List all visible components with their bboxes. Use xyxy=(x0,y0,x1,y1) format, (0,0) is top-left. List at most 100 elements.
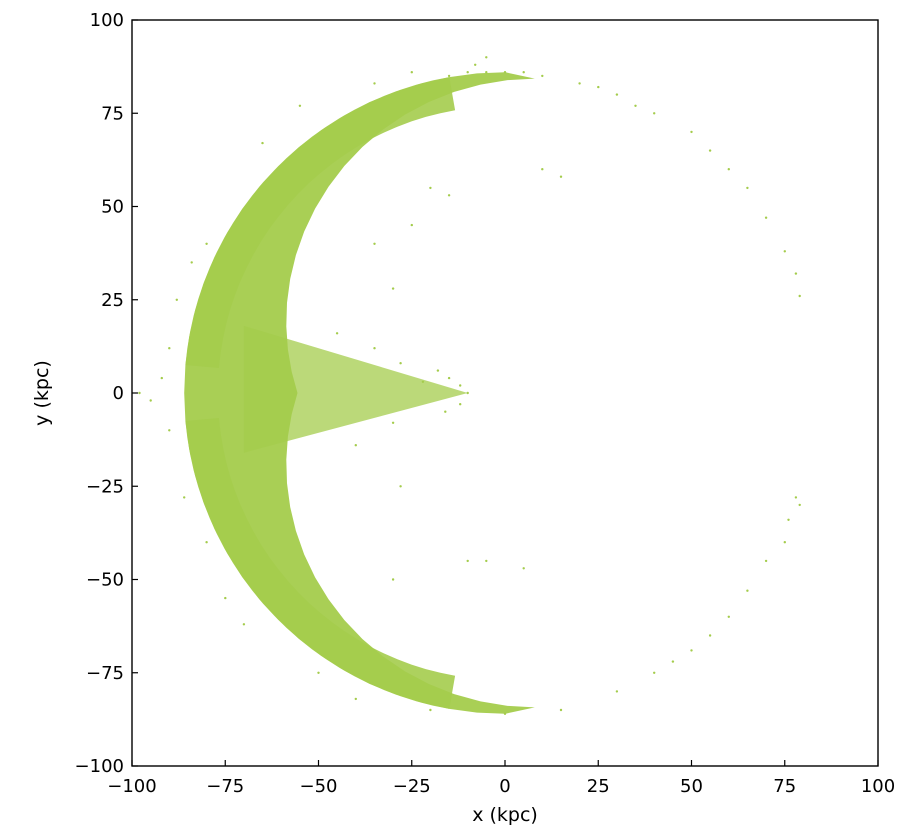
scatter-point xyxy=(485,56,488,59)
scatter-point xyxy=(444,410,447,413)
scatter-point xyxy=(746,589,749,592)
scatter-point xyxy=(727,168,730,171)
y-tick-label: −100 xyxy=(75,756,124,777)
scatter-point xyxy=(503,71,507,74)
scatter-point xyxy=(764,216,768,219)
scatter-point xyxy=(559,708,563,712)
scatter-point xyxy=(421,380,425,383)
scatter-point xyxy=(671,660,675,663)
scatter-point xyxy=(787,518,790,521)
scatter-point xyxy=(168,429,171,432)
scatter-point xyxy=(615,93,619,96)
scatter-point xyxy=(354,697,357,701)
scatter-point xyxy=(261,141,264,145)
scatter-point xyxy=(447,74,451,78)
scatter-point xyxy=(399,485,402,488)
axis-ticks xyxy=(131,19,879,767)
scatter-point xyxy=(708,634,712,637)
scatter-point xyxy=(373,242,376,245)
scatter-point xyxy=(485,71,488,74)
scatter-point xyxy=(447,376,451,380)
scatter-point xyxy=(798,503,801,507)
y-tick-label: −50 xyxy=(86,570,124,591)
scatter-point xyxy=(399,362,402,365)
scatter-point xyxy=(175,298,178,301)
scatter-point xyxy=(653,112,656,115)
upper-rim-band xyxy=(185,77,456,368)
scatter-point xyxy=(317,671,320,674)
scatter-point xyxy=(466,559,469,563)
x-tick-label: 25 xyxy=(587,776,610,797)
scatter-point xyxy=(764,559,768,563)
x-tick-label: 50 xyxy=(680,776,703,797)
y-axis-label: y (kpc) xyxy=(31,360,53,426)
x-tick-label: −75 xyxy=(206,776,244,797)
scatter-point xyxy=(429,186,432,190)
scatter-point xyxy=(205,242,208,245)
y-tick-label: 75 xyxy=(101,103,124,124)
x-tick-label: 0 xyxy=(499,776,510,797)
scatter-point xyxy=(242,623,246,626)
x-axis-label: x (kpc) xyxy=(472,804,538,826)
scatter-point xyxy=(373,82,376,85)
scatter-point xyxy=(138,391,141,395)
scatter-point xyxy=(474,63,477,66)
dense-crescent-region xyxy=(184,72,535,714)
scatter-point xyxy=(447,194,451,197)
scatter-point xyxy=(205,541,208,544)
scatter-point xyxy=(391,578,395,581)
scatter-point xyxy=(783,250,786,253)
y-tick-label: −75 xyxy=(86,663,124,684)
scatter-point xyxy=(436,369,440,372)
scatter-point xyxy=(798,294,801,298)
scatter-point xyxy=(727,615,730,618)
scatter-point xyxy=(183,496,186,499)
x-tick-label: −25 xyxy=(393,776,431,797)
scatter-point xyxy=(653,671,656,674)
scatter-point xyxy=(615,690,619,693)
scatter-density-layer xyxy=(184,72,535,714)
scatter-point xyxy=(459,384,462,387)
scatter-point xyxy=(634,104,637,108)
scatter-point xyxy=(578,82,581,85)
scatter-point xyxy=(391,421,395,424)
lower-rim-band xyxy=(185,418,456,709)
scatter-point xyxy=(190,261,193,264)
scatter-point xyxy=(459,403,462,406)
scatter-point xyxy=(541,168,544,171)
scatter-points-layer xyxy=(138,56,801,715)
scatter-point xyxy=(794,496,798,499)
scatter-point xyxy=(224,596,227,600)
scatter-point xyxy=(160,376,163,380)
y-tick-label: 25 xyxy=(101,290,124,311)
scatter-point xyxy=(485,559,488,563)
x-tick-label: −50 xyxy=(300,776,338,797)
scatter-point xyxy=(149,399,152,402)
scatter-point xyxy=(298,104,302,108)
scatter-point xyxy=(597,85,600,89)
x-tick-label: −100 xyxy=(107,776,156,797)
y-tick-label: −25 xyxy=(86,476,124,497)
scatter-point xyxy=(410,71,413,74)
scatter-point xyxy=(391,287,395,290)
y-tick-label: 0 xyxy=(113,383,124,404)
scatter-point xyxy=(429,708,432,712)
scatter-point xyxy=(690,649,693,652)
scatter-point xyxy=(541,74,544,78)
x-tick-label: 100 xyxy=(861,776,895,797)
scatter-point xyxy=(335,332,339,335)
x-tick-label: 75 xyxy=(773,776,796,797)
scatter-point xyxy=(522,567,525,570)
scatter-point xyxy=(466,71,469,74)
y-tick-label: 50 xyxy=(101,197,124,218)
x-tick-labels: −100 −75 −50 −25 0 25 50 75 100 xyxy=(107,776,895,797)
scatter-point xyxy=(794,272,798,275)
scatter-point xyxy=(559,175,563,178)
scatter-point xyxy=(708,149,712,152)
y-tick-label: 100 xyxy=(90,10,124,31)
scatter-point xyxy=(503,712,507,715)
scatter-point xyxy=(466,391,469,395)
scatter-point xyxy=(522,71,525,74)
scatter-point xyxy=(354,444,357,447)
